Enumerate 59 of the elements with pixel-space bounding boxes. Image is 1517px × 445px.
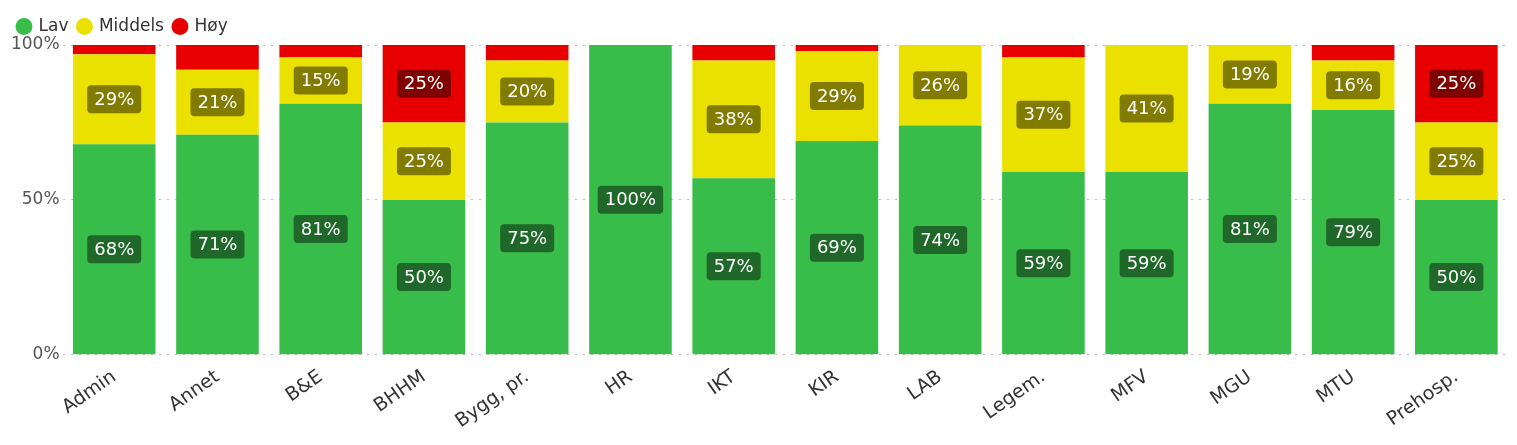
- y-tick-label: 0%: [32, 343, 60, 364]
- data-label: 79%: [1333, 220, 1374, 242]
- legend-label: Middels: [98, 14, 165, 35]
- bar: [1002, 172, 1085, 355]
- bar: [589, 45, 672, 355]
- data-label: 25%: [1436, 72, 1477, 94]
- bar: [1208, 103, 1292, 355]
- data-label: 74%: [920, 228, 961, 250]
- bar: [1311, 45, 1395, 61]
- bar: [72, 144, 156, 355]
- x-tick-label: KIR: [803, 364, 843, 401]
- data-label: 29%: [816, 84, 857, 106]
- bar: [176, 134, 259, 355]
- data-label: 37%: [1023, 103, 1064, 125]
- legend-label: Høy: [194, 14, 228, 35]
- x-tick-label: HR: [600, 364, 636, 399]
- bar: [279, 103, 363, 355]
- data-label: 19%: [1229, 63, 1270, 85]
- data-label: 69%: [816, 236, 857, 258]
- data-label: 15%: [300, 69, 341, 91]
- data-label: 81%: [1229, 217, 1270, 239]
- data-label: 59%: [1023, 251, 1064, 273]
- data-label: 71%: [197, 233, 238, 255]
- bar: [1002, 45, 1085, 58]
- data-label: 59%: [1126, 251, 1167, 273]
- bar: [898, 125, 982, 355]
- data-label: 25%: [1436, 149, 1477, 171]
- data-label: 29%: [94, 87, 135, 109]
- data-label: 20%: [507, 80, 548, 102]
- bar: [176, 45, 259, 70]
- data-label: 26%: [920, 73, 961, 95]
- bar: [1105, 172, 1188, 355]
- data-label: 21%: [197, 90, 238, 112]
- bar: [692, 45, 775, 61]
- y-tick-label: 100%: [10, 33, 60, 54]
- x-tick-label: LAB: [902, 364, 946, 404]
- data-label: 50%: [403, 265, 444, 287]
- data-label: 38%: [713, 108, 754, 130]
- bar: [72, 45, 156, 55]
- data-label: 25%: [403, 149, 444, 171]
- data-label: 81%: [300, 217, 341, 239]
- bar: [1311, 110, 1395, 355]
- data-label: 68%: [94, 237, 135, 259]
- bar: [485, 45, 569, 61]
- data-label: 25%: [403, 72, 444, 94]
- data-label: 50%: [1436, 265, 1477, 287]
- bar: [485, 122, 569, 355]
- data-label: 57%: [713, 254, 754, 276]
- bar: [795, 141, 879, 355]
- bar: [279, 45, 363, 58]
- data-label: 16%: [1333, 73, 1374, 95]
- legend-label: Lav: [38, 14, 69, 35]
- data-label: 100%: [604, 188, 657, 210]
- data-label: 41%: [1126, 97, 1167, 119]
- x-tick-label: IKT: [703, 364, 740, 399]
- y-tick-label: 50%: [21, 188, 60, 209]
- bar: [795, 45, 879, 52]
- bar: [692, 178, 775, 355]
- data-label: 75%: [507, 227, 548, 249]
